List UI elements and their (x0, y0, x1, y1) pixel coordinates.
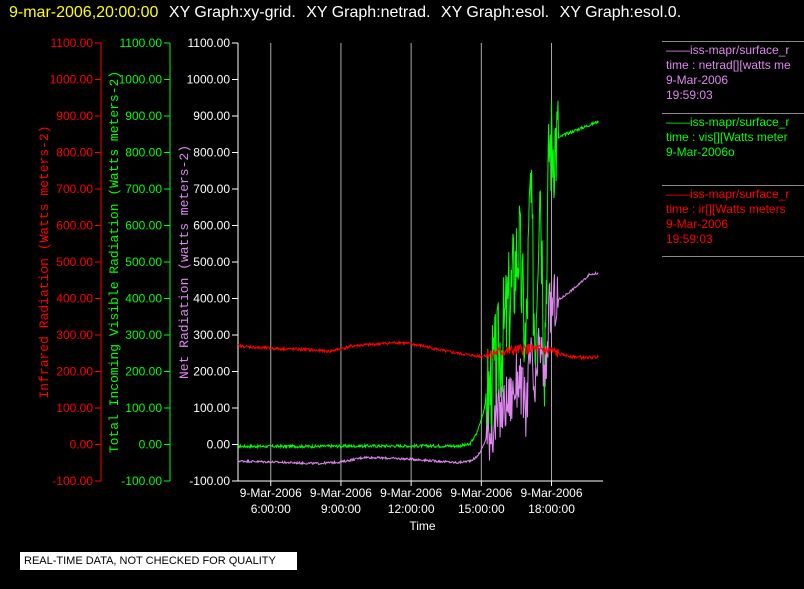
x-tick-label-time: 6:00:00 (251, 502, 291, 516)
legend-line: ——iss-mapr/surface_r (666, 115, 790, 129)
ir-axis-tick-label: 700.00 (56, 182, 93, 196)
vis-axis-tick-label: 1100.00 (120, 36, 163, 50)
legend-separator (662, 256, 804, 257)
netrad-axis-tick-label: 300.00 (193, 328, 230, 342)
ir-axis-tick-label: 400.00 (56, 292, 93, 306)
vis-axis-tick-label: -100.00 (121, 474, 162, 488)
legend-separator (662, 41, 804, 42)
legend-line: ——iss-mapr/surface_r (666, 187, 790, 201)
vis-axis-tick-label: 200.00 (125, 365, 162, 379)
ir-axis-tick-label: 900.00 (56, 109, 93, 123)
netrad-axis-tick-label: 900.00 (193, 109, 230, 123)
quality-note: REAL-TIME DATA, NOT CHECKED FOR QUALITY (20, 552, 297, 570)
ir-axis-tick-label: 1100.00 (51, 36, 94, 50)
ir-axis-tick-label: 600.00 (56, 219, 93, 233)
ir-axis-tick-label: 100.00 (56, 401, 93, 415)
netrad-axis-tick-label: 1000.00 (187, 73, 231, 87)
vis-axis-tick-label: 700.00 (125, 182, 162, 196)
ir-axis-tick-label: -100.00 (52, 474, 93, 488)
legend-separator (662, 185, 804, 186)
netrad-axis-label: Net Radiation (watts meters-2) (177, 145, 192, 379)
legend-entry: ——iss-mapr/surface_r time : netrad[][watt… (662, 41, 804, 103)
vis-axis-tick-label: 900.00 (125, 109, 162, 123)
netrad-axis-tick-label: 0.00 (207, 438, 231, 452)
x-tick-label-date: 9-Mar-2006 (521, 486, 583, 500)
legend-entry: ——iss-mapr/surface_r time : ir[][Watts me… (662, 185, 804, 247)
netrad-axis-tick-label: 100.00 (193, 401, 230, 415)
x-tick-label-date: 9-Mar-2006 (450, 486, 512, 500)
x-tick-label-date: 9-Mar-2006 (380, 486, 442, 500)
vis-axis-label: Total Incoming Visible Radiation (Watts … (107, 71, 122, 453)
graph-title-netrad: XY Graph:netrad. (306, 4, 431, 21)
legend-line: ——iss-mapr/surface_r (666, 43, 790, 57)
legend-line: time : ir[][Watts meters (666, 202, 786, 216)
netrad-axis-tick-label: 700.00 (193, 182, 230, 196)
legend-separator (662, 113, 804, 114)
graph-title-xy-grid: XY Graph:xy-grid. (168, 4, 296, 21)
netrad-axis-tick-label: 400.00 (193, 292, 230, 306)
vis-axis-tick-label: 400.00 (125, 292, 162, 306)
legend-line: time : vis[][Watts meter (666, 130, 788, 144)
timestamp: 9-mar-2006,20:00:00 (9, 4, 159, 21)
legend-line: 19:59:03 (666, 232, 713, 246)
series-line-ir (237, 339, 599, 361)
netrad-axis-tick-label: 1100.00 (188, 36, 231, 50)
series-line-netrad (237, 271, 599, 466)
legend-entry: ——iss-mapr/surface_r time : vis[][Watts m… (662, 113, 804, 160)
vis-axis-tick-label: 1000.00 (119, 73, 163, 87)
graph-title-esol: XY Graph:esol. (440, 4, 550, 21)
vis-axis-tick-label: 300.00 (125, 328, 162, 342)
graph-title-esol-0: XY Graph:esol.0. (559, 4, 682, 21)
vis-axis-tick-label: 500.00 (125, 255, 162, 269)
netrad-axis-tick-label: 800.00 (193, 146, 230, 160)
ir-axis-tick-label: 300.00 (56, 328, 93, 342)
netrad-axis-tick-label: 600.00 (193, 219, 230, 233)
ir-axis-tick-label: 800.00 (56, 146, 93, 160)
x-tick-label-time: 12:00:00 (388, 502, 435, 516)
legend-line: 9-Mar-2006 (666, 73, 729, 87)
x-tick-label-time: 9:00:00 (321, 502, 361, 516)
legend-line: time : netrad[][watts me (666, 58, 791, 72)
x-tick-label-time: 15:00:00 (458, 502, 505, 516)
x-tick-label-date: 9-Mar-2006 (240, 486, 302, 500)
vis-axis-tick-label: 800.00 (125, 146, 162, 160)
x-tick-label-time: 18:00:00 (528, 502, 575, 516)
legend-line: 19:59:03 (666, 88, 713, 102)
ir-axis-label: Infrared Radiation (Watts meters-2) (37, 125, 52, 398)
netrad-axis-tick-label: -100.00 (189, 474, 230, 488)
ir-axis-tick-label: 0.00 (70, 438, 94, 452)
vis-axis-tick-label: 600.00 (125, 219, 162, 233)
ir-axis-tick-label: 200.00 (56, 365, 93, 379)
vis-axis-tick-label: 100.00 (125, 401, 162, 415)
netrad-axis-tick-label: 200.00 (193, 365, 230, 379)
ir-axis-tick-label: 500.00 (56, 255, 93, 269)
legend-line: 9-Mar-2006 (666, 217, 729, 231)
legend-line: 9-Mar-2006o (666, 145, 735, 159)
x-tick-label-date: 9-Mar-2006 (310, 486, 372, 500)
series-line-vis (237, 100, 599, 450)
ir-axis-tick-label: 1000.00 (50, 73, 94, 87)
x-axis-label: Time (409, 519, 436, 533)
netrad-axis-tick-label: 500.00 (193, 255, 230, 269)
header-bar: 9-mar-2006,20:00:00 XY Graph:xy-grid. XY… (0, 0, 804, 26)
vis-axis-tick-label: 0.00 (139, 438, 163, 452)
